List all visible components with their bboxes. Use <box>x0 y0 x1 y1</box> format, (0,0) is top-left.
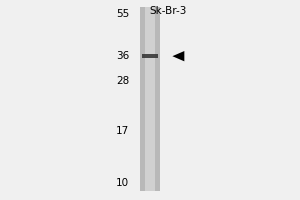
Polygon shape <box>172 51 184 61</box>
Text: 28: 28 <box>116 76 129 86</box>
Bar <box>140 7 160 191</box>
Text: 17: 17 <box>116 126 129 136</box>
Text: 10: 10 <box>116 178 129 188</box>
Bar <box>145 7 155 191</box>
Text: 55: 55 <box>116 9 129 19</box>
Bar <box>142 54 158 58</box>
Text: Sk-Br-3: Sk-Br-3 <box>149 6 187 16</box>
Text: 36: 36 <box>116 51 129 61</box>
